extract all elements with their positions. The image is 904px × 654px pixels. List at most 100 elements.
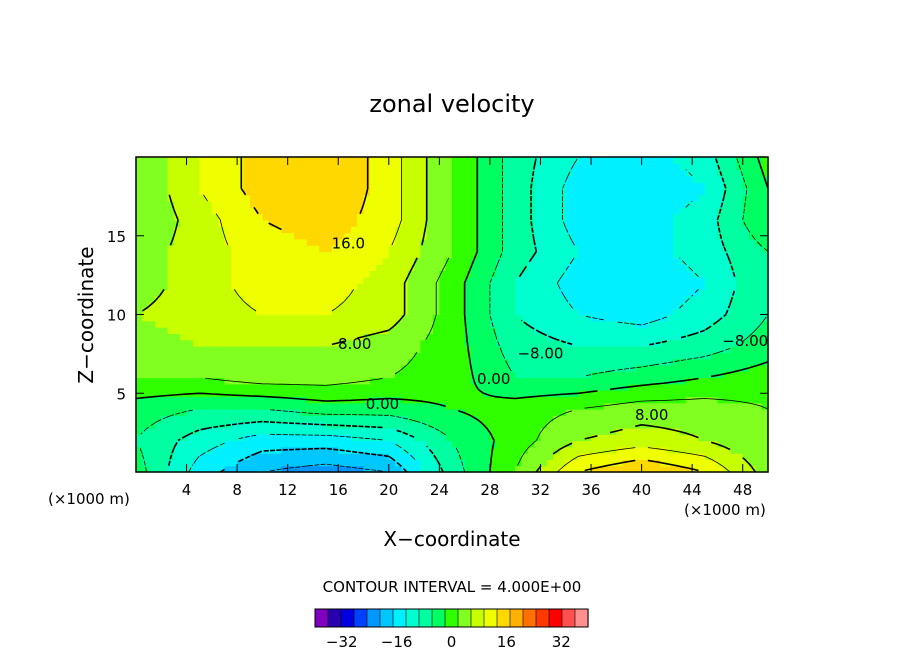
field-cell <box>452 421 459 429</box>
field-cell <box>749 226 756 234</box>
field-cell <box>565 409 573 416</box>
field-cell <box>470 194 478 202</box>
field-cell <box>211 409 219 416</box>
field-cell <box>622 220 630 227</box>
field-cell <box>660 245 668 253</box>
field-cell <box>483 175 491 183</box>
field-cell <box>591 188 598 196</box>
field-cell <box>237 421 245 429</box>
field-cell <box>610 390 617 397</box>
field-cell <box>426 440 434 448</box>
field-cell <box>414 320 421 328</box>
field-cell <box>294 434 301 442</box>
field-cell <box>312 333 320 341</box>
field-cell <box>445 364 453 372</box>
field-cell <box>483 377 491 385</box>
field-cell <box>388 207 396 215</box>
field-cell <box>268 409 276 416</box>
field-cell <box>521 358 529 366</box>
field-cell <box>445 188 453 196</box>
field-cell <box>142 314 150 322</box>
field-cell <box>281 175 289 183</box>
field-cell <box>673 157 681 164</box>
field-cell <box>546 257 554 265</box>
field-cell <box>256 421 263 429</box>
field-cell <box>230 314 238 322</box>
field-cell <box>205 207 213 215</box>
field-cell <box>161 346 169 353</box>
field-cell <box>218 201 226 208</box>
field-cell <box>546 194 554 202</box>
field-cell <box>540 276 548 284</box>
field-cell <box>237 383 245 391</box>
field-cell <box>761 402 769 410</box>
field-cell <box>218 440 226 448</box>
field-cell <box>546 201 554 208</box>
field-cell <box>363 339 371 347</box>
field-cell <box>338 301 346 309</box>
field-cell <box>350 232 358 240</box>
field-cell <box>350 213 358 221</box>
field-cell <box>717 226 725 234</box>
field-cell <box>445 453 453 460</box>
field-cell <box>584 308 592 316</box>
field-cell <box>319 207 327 215</box>
field-cell <box>749 276 756 284</box>
field-cell <box>306 207 314 215</box>
field-cell <box>641 226 649 234</box>
field-cell <box>331 207 339 215</box>
field-cell <box>312 207 320 215</box>
field-cell <box>578 358 586 366</box>
field-cell <box>433 264 440 271</box>
field-cell <box>344 346 352 353</box>
field-cell <box>256 251 263 259</box>
field-cell <box>578 339 586 347</box>
field-cell <box>256 402 263 410</box>
field-cell <box>603 245 611 253</box>
field-cell <box>654 201 662 208</box>
field-cell <box>578 213 586 221</box>
field-cell <box>711 402 719 410</box>
field-cell <box>673 232 681 240</box>
field-cell <box>477 182 485 190</box>
field-cell <box>300 427 308 435</box>
field-cell <box>186 383 194 391</box>
field-cell <box>502 182 510 190</box>
field-cell <box>553 194 561 202</box>
field-cell <box>635 289 643 297</box>
field-cell <box>508 226 516 234</box>
field-cell <box>180 333 188 341</box>
field-cell <box>420 264 428 271</box>
field-cell <box>685 289 693 297</box>
field-cell <box>730 201 737 208</box>
field-cell <box>692 157 700 164</box>
field-cell <box>628 409 636 416</box>
field-cell <box>749 308 756 316</box>
field-cell <box>597 251 605 259</box>
field-cell <box>660 440 668 448</box>
field-cell <box>218 163 226 171</box>
field-cell <box>275 289 282 297</box>
field-cell <box>407 415 415 423</box>
field-cell <box>167 295 175 303</box>
field-cell <box>470 314 478 322</box>
field-cell <box>622 415 630 423</box>
field-cell <box>698 440 706 448</box>
field-cell <box>350 427 358 435</box>
field-cell <box>641 276 649 284</box>
field-cell <box>553 257 561 265</box>
field-cell <box>711 238 719 246</box>
field-cell <box>300 232 308 240</box>
field-cell <box>546 238 554 246</box>
field-cell <box>388 383 396 391</box>
field-cell <box>559 270 567 278</box>
field-cell <box>218 270 226 278</box>
field-cell <box>666 207 674 215</box>
field-cell <box>654 446 662 454</box>
field-cell <box>470 283 478 290</box>
field-cell <box>483 251 491 259</box>
field-cell <box>496 383 504 391</box>
field-cell <box>496 220 504 227</box>
field-cell <box>148 226 156 234</box>
field-cell <box>742 163 750 171</box>
